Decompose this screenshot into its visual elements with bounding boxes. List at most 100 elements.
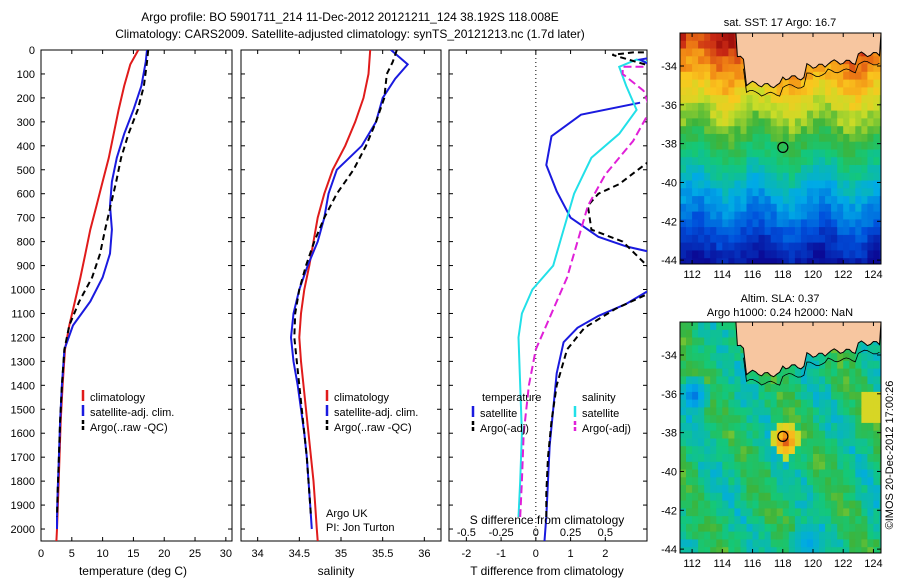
map-cell [837, 149, 844, 158]
map-cell [698, 234, 705, 244]
map-cell [764, 258, 772, 264]
map-cell [843, 523, 850, 533]
map-cell [879, 258, 881, 264]
map-cell [837, 391, 844, 401]
map-cell [825, 133, 832, 143]
map-cell [800, 242, 808, 251]
map-cell [716, 376, 723, 385]
map-cell [734, 430, 741, 440]
map-cell [704, 547, 711, 553]
map-cell [722, 438, 729, 447]
map-cell [861, 172, 868, 182]
map-cell [692, 516, 699, 525]
depth-tick-label: 1300 [11, 356, 35, 368]
map-cell [879, 219, 881, 228]
map-cell [794, 516, 802, 525]
map-cell [819, 126, 826, 135]
map-cell [758, 172, 766, 182]
map-cell [728, 110, 735, 119]
depth-tick-label: 100 [17, 69, 35, 81]
map-cell [831, 376, 838, 385]
map-cell [776, 79, 784, 88]
map-cell [680, 188, 687, 197]
map-cell [867, 399, 874, 408]
map-cell [813, 102, 820, 112]
map-cell [825, 188, 832, 197]
map-cell [752, 149, 760, 158]
map-cell [746, 454, 754, 463]
map-cell [782, 234, 790, 244]
map-cell [806, 422, 814, 432]
map-cell [800, 415, 808, 424]
map-cell [813, 368, 820, 377]
map-cell [849, 500, 856, 509]
map-cell [794, 203, 802, 213]
map-cell [740, 539, 748, 548]
map-cell [782, 508, 790, 517]
map-cell [873, 461, 880, 471]
map-cell [728, 157, 735, 166]
map-cell [722, 415, 729, 424]
map-cell [879, 133, 881, 143]
map-cell [734, 508, 741, 517]
map-cell [879, 368, 881, 377]
map-cell [734, 219, 741, 228]
map-cell [806, 492, 814, 502]
map-cell [819, 376, 826, 385]
map-cell [704, 477, 711, 486]
map-cell [716, 508, 723, 517]
map-cell [800, 149, 808, 158]
map-cell [698, 141, 705, 151]
map-cell [716, 523, 723, 533]
map-cell [710, 368, 717, 377]
map-cell [825, 64, 832, 73]
map-cell [698, 446, 705, 455]
map-cell [788, 539, 796, 548]
map-cell [680, 211, 687, 220]
series-line-temperature-satellite-deep- [543, 290, 647, 541]
map-cell [855, 360, 862, 370]
map-cell [710, 345, 717, 354]
map-cell [879, 446, 881, 455]
map-cell [680, 353, 687, 362]
map-cell [819, 71, 826, 81]
map-cell [855, 368, 862, 377]
map-cell [680, 203, 687, 213]
map-cell [837, 126, 844, 135]
sst-xtick-label: 118 [774, 269, 792, 281]
map-cell [837, 172, 844, 182]
salinity-xlabel: salinity [318, 564, 355, 578]
map-cell [710, 250, 717, 259]
map-cell [837, 133, 844, 143]
map-cell [686, 345, 693, 354]
map-cell [692, 485, 699, 494]
map-cell [740, 71, 748, 81]
map-cell [800, 95, 808, 104]
map-cell [800, 461, 808, 471]
map-cell [710, 430, 717, 440]
map-cell [692, 126, 699, 135]
map-cell [788, 477, 796, 486]
map-cell [849, 102, 856, 112]
map-cell [831, 492, 838, 502]
map-cell [698, 345, 705, 354]
map-cell [873, 56, 880, 65]
map-cell [722, 64, 729, 73]
map-cell [692, 376, 699, 385]
map-cell [746, 79, 754, 88]
map-cell [704, 110, 711, 119]
map-cell [734, 485, 741, 494]
map-cell [825, 110, 832, 119]
map-cell [861, 438, 868, 447]
map-cell [716, 203, 723, 213]
map-cell [746, 384, 754, 393]
map-cell [825, 360, 832, 370]
map-cell [813, 454, 820, 463]
map-cell [855, 118, 862, 127]
map-cell [813, 407, 820, 416]
map-cell [837, 102, 844, 112]
map-cell [734, 180, 741, 189]
map-cell [794, 149, 802, 158]
map-cell [867, 118, 874, 127]
map-cell [831, 500, 838, 509]
